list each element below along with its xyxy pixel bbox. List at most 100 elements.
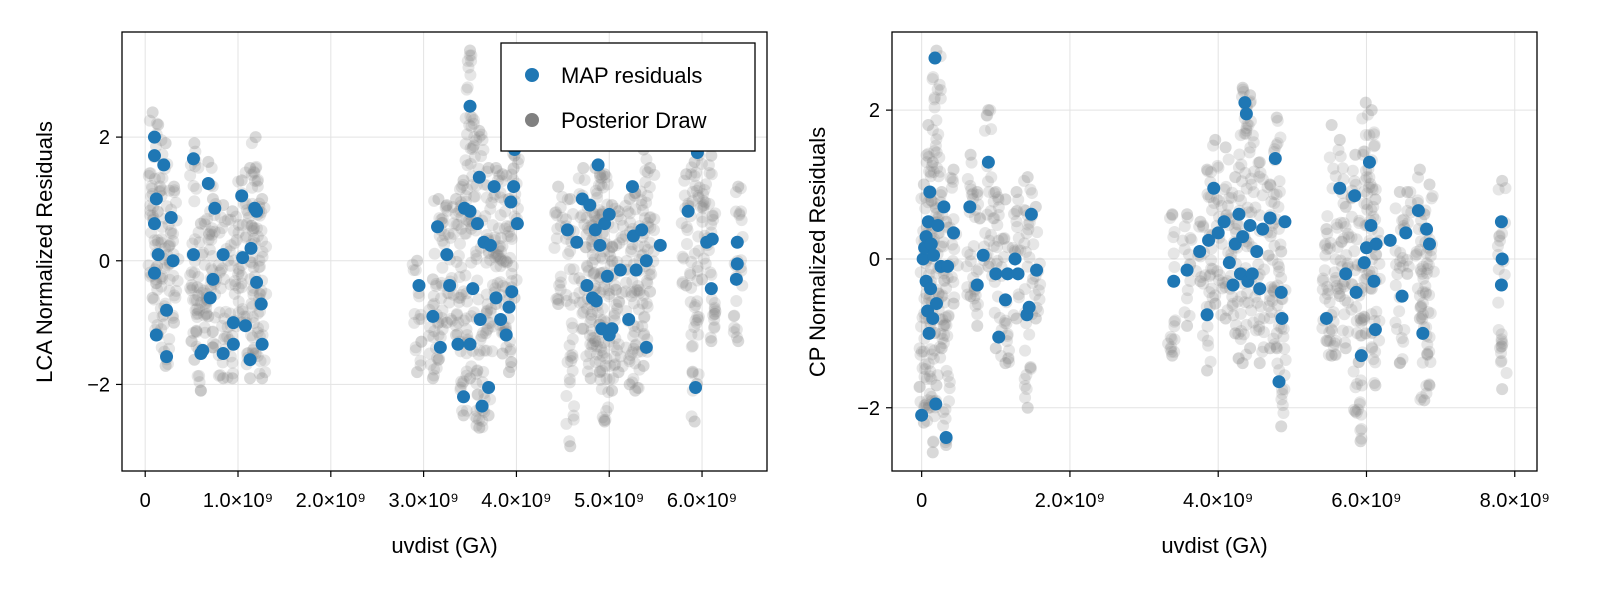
posterior-draw-point <box>459 189 472 202</box>
posterior-draw-point <box>245 219 258 232</box>
posterior-draw-point <box>706 209 719 222</box>
posterior-draw-point <box>1240 127 1253 140</box>
posterior-draw-point <box>608 279 621 292</box>
posterior-draw-point <box>1393 185 1406 198</box>
posterior-draw-point <box>167 235 180 248</box>
posterior-draw-point <box>436 261 449 274</box>
posterior-draw-point <box>1270 342 1283 355</box>
posterior-draw-point <box>1333 290 1346 303</box>
posterior-draw-point <box>253 260 266 273</box>
posterior-draw-point <box>1222 246 1235 259</box>
posterior-draw-point <box>1340 249 1353 262</box>
posterior-draw-point <box>457 409 470 422</box>
posterior-draw-point <box>1358 311 1371 324</box>
map-residual-point <box>923 185 937 199</box>
posterior-draw-point <box>948 243 961 256</box>
map-residual-point <box>151 248 165 262</box>
posterior-draw-point <box>691 274 704 287</box>
posterior-draw-point <box>490 260 503 273</box>
posterior-draw-point <box>206 250 219 263</box>
posterior-draw-point <box>1010 215 1023 228</box>
posterior-draw-point <box>556 211 569 224</box>
map-residual-point <box>1001 267 1015 281</box>
posterior-draw-point <box>1226 186 1239 199</box>
posterior-draw-point <box>913 380 926 393</box>
posterior-draw-point <box>240 229 253 242</box>
map-residual-point <box>510 217 524 231</box>
map-residual-point <box>947 226 961 240</box>
posterior-draw-point <box>932 170 945 183</box>
map-residual-point <box>475 399 489 413</box>
posterior-draw-point <box>947 163 960 176</box>
posterior-draw-point <box>1253 209 1266 222</box>
right-map-residual-points <box>915 51 1509 445</box>
map-residual-point <box>1250 245 1264 258</box>
posterior-draw-point <box>249 131 262 144</box>
left-y-tick-label: −2 <box>87 374 110 396</box>
posterior-draw-point <box>163 284 176 297</box>
posterior-draw-point <box>1234 333 1247 346</box>
posterior-draw-point <box>645 268 658 281</box>
posterior-draw-point <box>436 304 449 317</box>
posterior-draw-point <box>1247 316 1260 329</box>
posterior-draw-point <box>1006 241 1019 254</box>
posterior-draw-point <box>600 352 613 365</box>
posterior-draw-point <box>190 325 203 338</box>
posterior-draw-point <box>455 261 468 274</box>
posterior-draw-point <box>549 206 562 219</box>
posterior-draw-point <box>1327 340 1340 353</box>
posterior-draw-point <box>1389 316 1402 329</box>
posterior-draw-point <box>1353 214 1366 227</box>
posterior-draw-point <box>1404 186 1417 199</box>
posterior-draw-point <box>484 317 497 330</box>
map-residual-point <box>196 343 210 357</box>
posterior-draw-point <box>593 204 606 217</box>
posterior-draw-point <box>247 222 260 235</box>
posterior-draw-point <box>937 337 950 350</box>
posterior-draw-point <box>608 359 621 372</box>
posterior-draw-point <box>1222 153 1235 166</box>
map-residual-point <box>705 232 719 246</box>
posterior-draw-point <box>603 288 616 301</box>
posterior-draw-point <box>432 329 445 342</box>
posterior-draw-point <box>232 218 245 231</box>
posterior-draw-point <box>1363 171 1376 184</box>
posterior-draw-point <box>918 292 931 305</box>
posterior-draw-point <box>1366 181 1379 194</box>
posterior-draw-point <box>1023 251 1036 264</box>
posterior-draw-point <box>415 335 428 348</box>
posterior-draw-point <box>594 171 607 184</box>
posterior-draw-point <box>256 250 269 263</box>
posterior-draw-point <box>937 319 950 332</box>
posterior-draw-point <box>1034 278 1047 291</box>
posterior-draw-point <box>641 243 654 256</box>
posterior-draw-point <box>640 297 653 310</box>
map-residual-point <box>250 204 264 218</box>
posterior-draw-point <box>1345 210 1358 223</box>
posterior-draw-point <box>1321 243 1334 256</box>
posterior-draw-point <box>457 375 470 388</box>
posterior-draw-point <box>1336 324 1349 337</box>
posterior-draw-point <box>619 199 632 212</box>
posterior-draw-point <box>464 372 477 385</box>
posterior-draw-point <box>1356 314 1369 327</box>
posterior-draw-point <box>601 198 614 211</box>
posterior-draw-point <box>984 104 997 117</box>
posterior-draw-point <box>578 218 591 231</box>
posterior-draw-point <box>453 183 466 196</box>
posterior-draw-point <box>232 226 245 239</box>
posterior-draw-point <box>469 190 482 203</box>
posterior-draw-point <box>225 239 238 252</box>
posterior-draw-point <box>232 295 245 308</box>
posterior-draw-point <box>585 324 598 337</box>
posterior-draw-point <box>480 256 493 269</box>
posterior-draw-point <box>1328 274 1341 287</box>
posterior-draw-point <box>1423 345 1436 358</box>
posterior-draw-point <box>1166 209 1179 222</box>
posterior-draw-point <box>460 83 473 96</box>
posterior-draw-point <box>943 376 956 389</box>
map-residual-point <box>489 291 503 305</box>
posterior-draw-point <box>1323 242 1336 255</box>
posterior-draw-point <box>490 249 503 262</box>
posterior-draw-point <box>1262 249 1275 262</box>
